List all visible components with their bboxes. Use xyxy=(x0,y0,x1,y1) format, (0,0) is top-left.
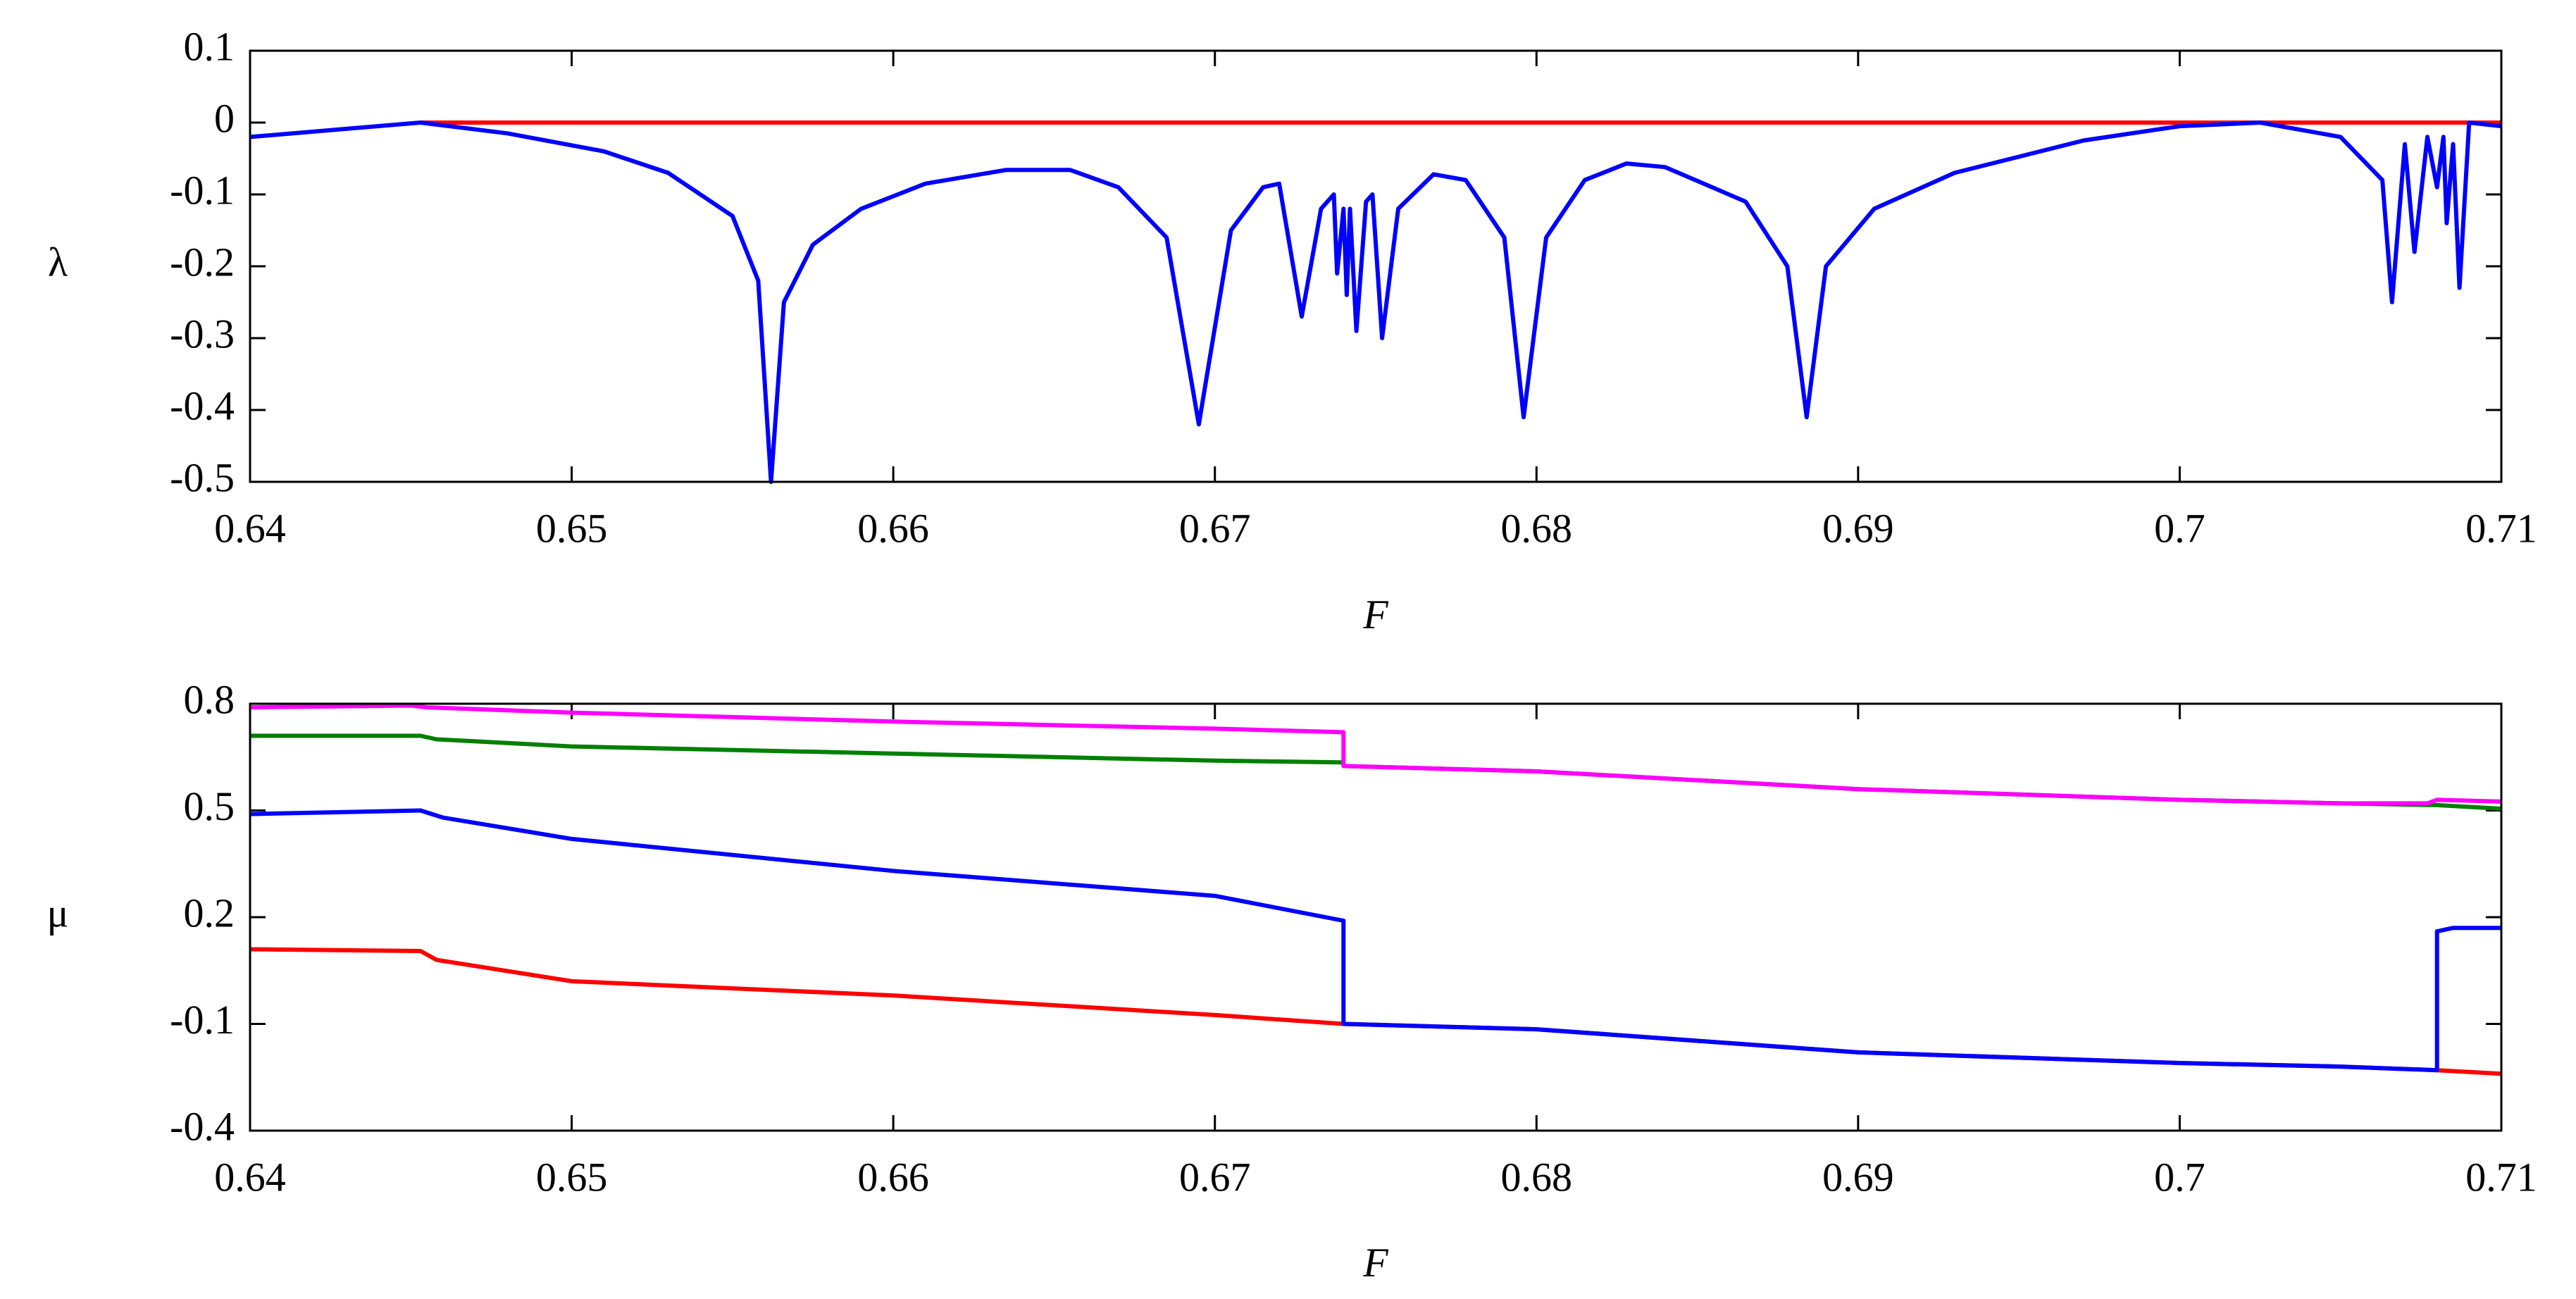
y-tick-label: -0.3 xyxy=(170,311,235,356)
plot-frame xyxy=(249,702,2503,1132)
x-tick-label: 0.71 xyxy=(2465,1154,2537,1200)
x-tick-label: 0.67 xyxy=(1179,1154,1251,1200)
x-tick-label: 0.69 xyxy=(1822,505,1894,551)
y-tick-label: -0.4 xyxy=(170,1103,235,1149)
x-tick-label: 0.67 xyxy=(1179,505,1251,551)
plot-frame xyxy=(249,49,2503,483)
y-axis-label: μ xyxy=(46,890,68,936)
y-tick-label: 0.1 xyxy=(184,23,235,69)
x-tick-label: 0.65 xyxy=(536,505,608,551)
x-tick-label: 0.64 xyxy=(214,505,286,551)
data-line xyxy=(249,808,2501,1073)
x-tick-label: 0.7 xyxy=(2154,505,2205,551)
y-tick-label: -0.1 xyxy=(170,167,235,213)
x-tick-label: 0.65 xyxy=(536,1154,608,1200)
y-tick-label: 0 xyxy=(214,95,235,141)
y-tick-label: 0.8 xyxy=(184,676,235,722)
x-tick-label: 0.71 xyxy=(2465,505,2537,551)
x-axis-label: F xyxy=(1362,591,1388,637)
x-tick-label: 0.7 xyxy=(2154,1154,2205,1200)
x-tick-label: 0.68 xyxy=(1501,505,1573,551)
y-axis-label: λ xyxy=(48,239,68,285)
y-tick-label: -0.2 xyxy=(170,239,235,285)
y-tick-label: -0.5 xyxy=(170,454,235,500)
x-tick-label: 0.64 xyxy=(214,1154,286,1200)
x-tick-label: 0.66 xyxy=(857,1154,929,1200)
data-line xyxy=(249,703,2502,806)
y-tick-label: 0.2 xyxy=(184,890,235,936)
x-tick-label: 0.69 xyxy=(1822,1154,1894,1200)
y-tick-label: -0.4 xyxy=(170,383,235,428)
x-tick-label: 0.66 xyxy=(857,505,929,551)
y-tick-label: -0.1 xyxy=(170,997,235,1043)
x-tick-label: 0.68 xyxy=(1501,1154,1573,1200)
x-axis-label: F xyxy=(1362,1239,1388,1285)
y-tick-label: 0.5 xyxy=(184,783,235,829)
data-line xyxy=(249,120,2502,484)
data-line xyxy=(249,947,2502,1076)
